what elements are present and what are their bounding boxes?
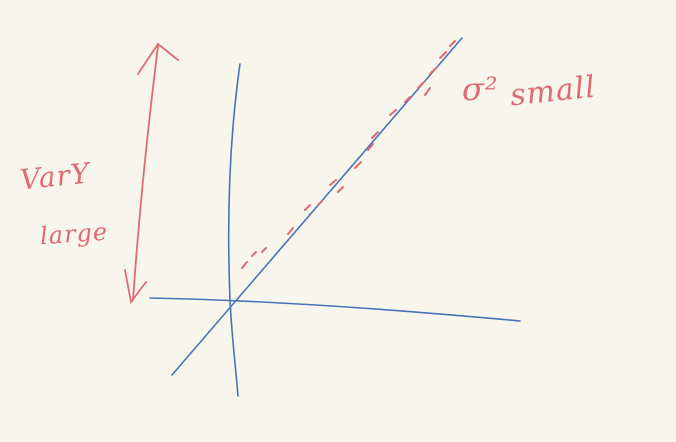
dash-3 [261,247,267,253]
dash-8 [337,186,344,193]
double-arrow [124,42,179,305]
dash-5 [304,204,311,211]
dash-1 [241,261,248,269]
x-axis [149,297,521,322]
dash-11 [371,131,379,139]
dash-14 [417,81,425,89]
dash-12 [389,109,397,116]
sigma-squared-label: σ² [462,70,499,108]
arrow-shaft [132,45,159,301]
y-axis [227,63,241,397]
dash-10 [367,143,374,151]
arrow-head-bottom [124,269,147,305]
dash-17 [439,51,447,59]
diagonal-line [171,37,463,376]
dash-4 [287,227,294,235]
dash-7 [329,179,337,186]
dash-18 [449,40,456,47]
dash-15 [424,87,431,96]
dash-13 [404,96,411,103]
dash-16 [429,67,437,75]
dash-6 [317,200,323,206]
dash-2 [251,251,257,257]
scatter-dashes [241,40,456,269]
dash-9 [354,161,362,169]
large-label: large [39,217,109,251]
arrow-head-top [137,42,179,75]
